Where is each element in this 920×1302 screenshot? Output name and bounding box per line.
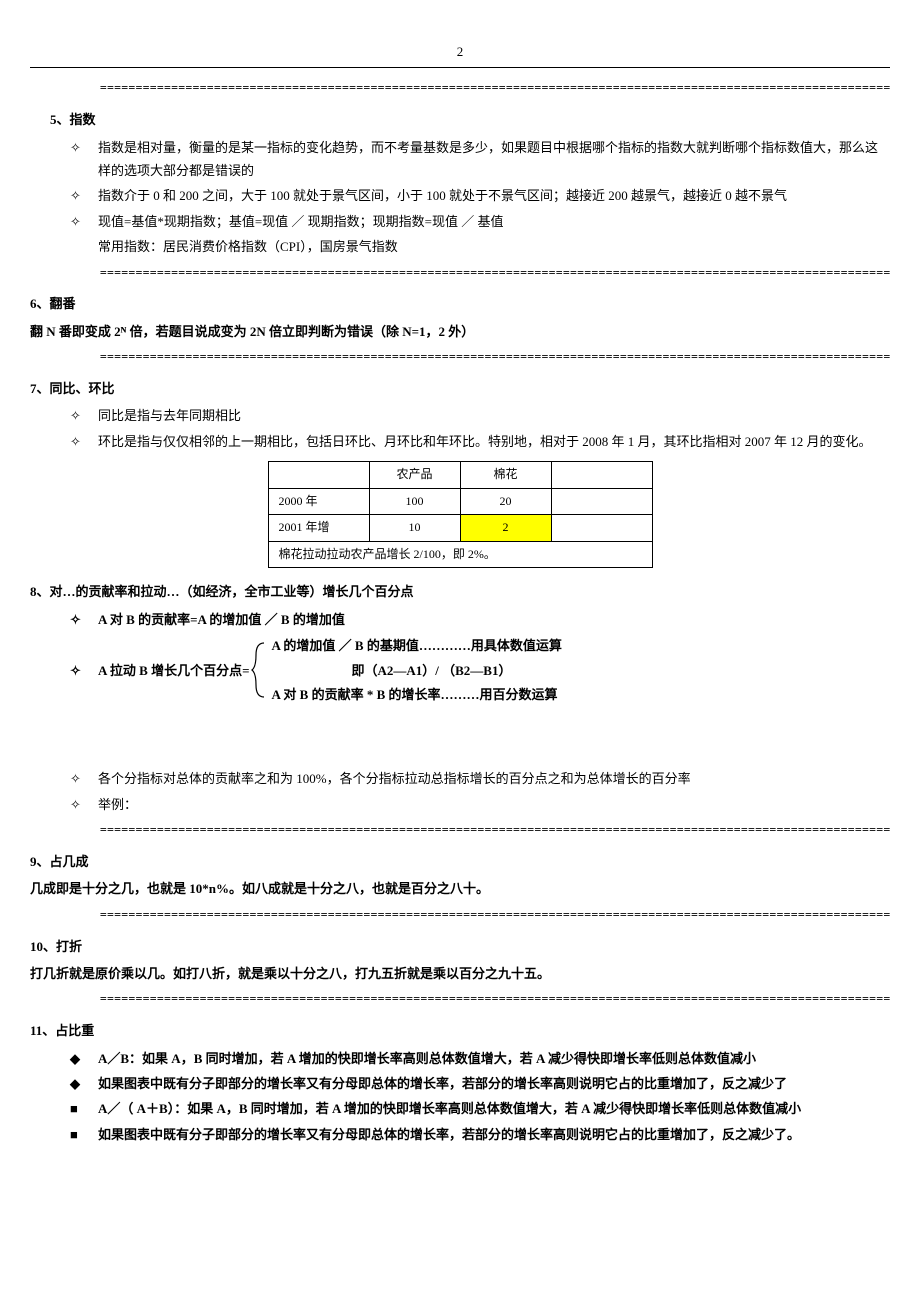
table-row: 棉花拉动拉动农产品增长 2/100，即 2%。	[268, 541, 652, 568]
table-cell: 棉花	[460, 462, 551, 489]
list-item: 现值=基值*现期指数；基值=现值 ／ 现期指数；现期指数=现值 ／ 基值	[70, 210, 890, 233]
table-cell: 100	[369, 488, 460, 515]
list-item: 指数是相对量，衡量的是某一指标的变化趋势，而不考量基数是多少，如果题目中根据哪个…	[70, 136, 890, 183]
brace-line: A 对 B 的贡献率 * B 的增长率………用百分数运算	[272, 683, 562, 706]
section-6-line: 翻 N 番即变成 2ᴺ 倍，若题目说成变为 2N 倍立即判断为错误（除 N=1，…	[30, 320, 890, 343]
brace-lines: A 的增加值 ／ B 的基期值…………用具体数值运算 即（A2—A1）/ （B2…	[272, 633, 562, 707]
table-cell	[551, 488, 652, 515]
list-item: 环比是指与仅仅相邻的上一期相比，包括日环比、月环比和年环比。特别地，相对于 20…	[70, 430, 890, 453]
list-item: 如果图表中既有分子即部分的增长率又有分母即总体的增长率，若部分的增长率高则说明它…	[70, 1123, 890, 1146]
section-8-list-b: 各个分指标对总体的贡献率之和为 100%，各个分指标拉动总指标增长的百分点之和为…	[70, 767, 890, 816]
table-cell: 20	[460, 488, 551, 515]
table-footer-cell: 棉花拉动拉动农产品增长 2/100，即 2%。	[268, 541, 652, 568]
table-cell: 10	[369, 515, 460, 542]
section-11-list-solid: A／B：如果 A，B 同时增加，若 A 增加的快即增长率高则总体数值增大，若 A…	[70, 1047, 890, 1096]
section-9-heading: 9、占几成	[30, 850, 890, 873]
section-10-heading: 10、打折	[30, 935, 890, 958]
brace-left-label: A 拉动 B 增长几个百分点=	[98, 663, 250, 678]
divider: ========================================…	[100, 263, 890, 283]
list-item: A／B：如果 A，B 同时增加，若 A 增加的快即增长率高则总体数值增大，若 A…	[70, 1047, 890, 1070]
list-item: A 对 B 的贡献率=A 的增加值 ／ B 的增加值	[70, 608, 890, 631]
list-item: 指数介于 0 和 200 之间，大于 100 就处于景气区间，小于 100 就处…	[70, 184, 890, 207]
table-cell	[551, 462, 652, 489]
brace-block: ✧ A 拉动 B 增长几个百分点= A 的增加值 ／ B 的基期值…………用具体…	[70, 633, 890, 707]
list-item: 各个分指标对总体的贡献率之和为 100%，各个分指标拉动总指标增长的百分点之和为…	[70, 767, 890, 790]
brace-line: A 的增加值 ／ B 的基期值…………用具体数值运算	[272, 634, 562, 657]
section-8-list-a: A 对 B 的贡献率=A 的增加值 ／ B 的增加值	[70, 608, 890, 631]
example-table: 农产品 棉花 2000 年 100 20 2001 年增 10 2 棉花拉动拉动…	[268, 461, 653, 568]
table-cell: 2001 年增	[268, 515, 369, 542]
section-7-list: 同比是指与去年同期相比 环比是指与仅仅相邻的上一期相比，包括日环比、月环比和年环…	[70, 404, 890, 453]
brace-icon	[250, 641, 268, 699]
table-cell: 农产品	[369, 462, 460, 489]
section-6-heading: 6、翻番	[30, 292, 890, 315]
section-8-heading: 8、对…的贡献率和拉动…（如经济，全市工业等）增长几个百分点	[30, 580, 890, 603]
section-10-line: 打几折就是原价乘以几。如打八折，就是乘以十分之八，打九五折就是乘以百分之九十五。	[30, 962, 890, 985]
table-cell-highlight: 2	[460, 515, 551, 542]
section-5-subline: 常用指数：居民消费价格指数（CPI），国房景气指数	[98, 235, 890, 258]
section-11-list-square: A／（ A＋B）：如果 A，B 同时增加，若 A 增加的快即增长率高则总体数值增…	[70, 1097, 890, 1146]
list-item: A／（ A＋B）：如果 A，B 同时增加，若 A 增加的快即增长率高则总体数值增…	[70, 1097, 890, 1120]
list-item: 举例：	[70, 793, 890, 816]
section-7-heading: 7、同比、环比	[30, 377, 890, 400]
table-row: 农产品 棉花	[268, 462, 652, 489]
top-rule	[30, 67, 890, 68]
table-cell: 2000 年	[268, 488, 369, 515]
section-5-list: 指数是相对量，衡量的是某一指标的变化趋势，而不考量基数是多少，如果题目中根据哪个…	[70, 136, 890, 234]
divider: ========================================…	[100, 905, 890, 925]
divider: ========================================…	[100, 347, 890, 367]
list-item: 同比是指与去年同期相比	[70, 404, 890, 427]
list-item: 如果图表中既有分子即部分的增长率又有分母即总体的增长率，若部分的增长率高则说明它…	[70, 1072, 890, 1095]
table-row: 2000 年 100 20	[268, 488, 652, 515]
table-row: 2001 年增 10 2	[268, 515, 652, 542]
page-number: 2	[30, 40, 890, 63]
table-cell	[551, 515, 652, 542]
divider: ========================================…	[100, 78, 890, 98]
divider: ========================================…	[100, 820, 890, 840]
table-cell	[268, 462, 369, 489]
section-9-line: 几成即是十分之几，也就是 10*n%。如八成就是十分之八，也就是百分之八十。	[30, 877, 890, 900]
brace-line: 即（A2—A1）/ （B2—B1）	[352, 659, 562, 682]
section-11-heading: 11、占比重	[30, 1019, 890, 1042]
section-5-heading: 5、指数	[50, 108, 890, 131]
divider: ========================================…	[100, 989, 890, 1009]
